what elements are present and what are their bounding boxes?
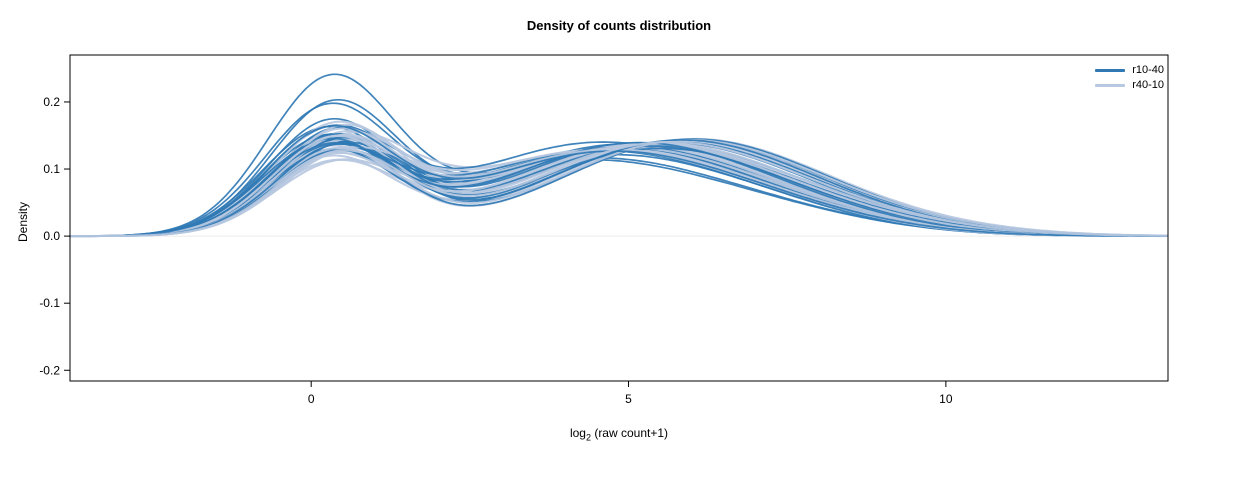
y-tick-label: -0.1 [39,296,60,310]
density-curve-r10-40 [69,141,1168,237]
density-curve-r10-40 [69,124,1168,237]
y-tick-label: -0.2 [39,363,60,377]
density-curve-r40-10 [68,142,1168,238]
density-curve-r10-40 [69,143,1168,237]
legend-label-r40-10: r40-10 [1132,79,1164,91]
legend-line-swatch-r40-10 [1095,83,1126,87]
x-axis-label: log2 (raw count+1) [0,426,1238,442]
density-curve-r40-10 [68,120,1168,238]
y-tick-label: 0.2 [43,95,60,109]
x-tick-label: 0 [308,392,315,406]
density-curve-r10-40 [69,141,1168,237]
density-curve-r40-10 [68,123,1168,238]
density-curve-r40-10 [68,142,1168,238]
density-curve-r40-10 [68,141,1168,238]
x-axis-label-subscript: 2 [585,432,591,443]
legend: r10-40 r40-10 [1095,64,1164,91]
x-tick-label: 10 [939,392,953,406]
y-tick-label: 0.0 [43,229,60,243]
density-curve-r40-10 [68,140,1168,238]
legend-label-r10-40: r10-40 [1132,64,1164,76]
x-axis-label-prefix: log [569,426,586,440]
plot-box [69,54,1169,382]
density-curve-r10-40 [69,141,1168,237]
axes: 0 5 10 -0.2 -0.1 0.0 0.1 0.2 [39,95,953,406]
legend-item-r40-10: r40-10 [1095,79,1164,91]
x-tick-label: 5 [625,392,632,406]
chart-title: Density of counts distribution [526,18,712,33]
density-curves [68,73,1168,238]
density-curve-r10-40 [69,117,1168,237]
legend-line-swatch-r10-40 [1095,68,1126,72]
y-axis-label: Density [16,201,30,242]
density-curve-r10-40 [69,142,1168,237]
legend-item-r10-40: r10-40 [1095,64,1164,76]
density-curve-r10-40 [69,141,1168,237]
x-axis-label-suffix: (raw count+1) [590,426,669,440]
y-tick-label: 0.1 [43,162,60,176]
